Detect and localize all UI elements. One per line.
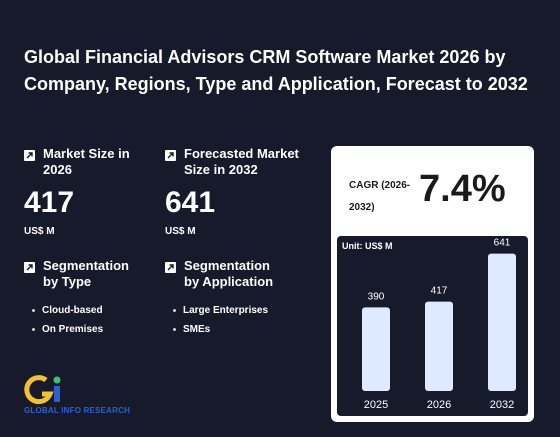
bar-2032 bbox=[488, 253, 516, 391]
market-size-stat: Market Size in 2026 417 US$ M bbox=[24, 146, 154, 237]
segmentation-application: Segmentation by Application Large Enterp… bbox=[165, 258, 315, 339]
segmentation-application-label: Segmentation by Application bbox=[184, 258, 274, 289]
page-title: Global Financial Advisors CRM Software M… bbox=[24, 47, 528, 94]
tick-label-2032: 2032 bbox=[490, 399, 514, 411]
tick-label-2026: 2026 bbox=[427, 399, 451, 411]
arrow-up-right-icon bbox=[24, 150, 35, 161]
bullet-icon bbox=[32, 309, 35, 312]
arrow-up-right-icon bbox=[24, 262, 35, 273]
data-label-2032: 641 bbox=[494, 238, 511, 249]
forecast-size-stat: Forecasted Market Size in 2032 641 US$ M bbox=[165, 146, 315, 237]
list-item: On Premises bbox=[32, 320, 154, 339]
bar-chart: 390 2025 417 2026 641 2032 bbox=[362, 238, 516, 411]
list-item: Cloud-based bbox=[32, 301, 154, 320]
tick-label-2025: 2025 bbox=[364, 399, 388, 411]
list-item: SMEs bbox=[173, 320, 315, 339]
list-item: Large Enterprises bbox=[173, 301, 315, 320]
logo-mark-icon bbox=[24, 375, 61, 405]
chart-area: Unit: US$ M 390 2025 417 2026 641 2032 bbox=[337, 236, 528, 416]
bullet-icon bbox=[173, 309, 176, 312]
cagr-value: 7.4% bbox=[419, 168, 506, 210]
cagr-label: CAGR (2026-2032) bbox=[349, 180, 411, 213]
bullet-icon bbox=[32, 328, 35, 331]
data-label-2026: 417 bbox=[431, 286, 448, 297]
forecast-size-label: Forecasted Market Size in 2032 bbox=[184, 146, 299, 177]
cagr-card: CAGR (2026-2032) 7.4% Unit: US$ M 390 202… bbox=[331, 146, 534, 422]
segmentation-type-label: Segmentation by Type bbox=[43, 258, 129, 289]
logo-text: GLOBAL INFO RESEARCH bbox=[24, 406, 131, 415]
forecast-size-unit: US$ M bbox=[165, 226, 196, 237]
market-size-value: 417 bbox=[24, 186, 75, 219]
company-logo: GLOBAL INFO RESEARCH bbox=[24, 374, 144, 424]
bar-2025 bbox=[362, 307, 390, 391]
segmentation-type: Segmentation by Type Cloud-based On Prem… bbox=[24, 258, 154, 339]
market-size-unit: US$ M bbox=[24, 226, 55, 237]
arrow-up-right-icon bbox=[165, 150, 176, 161]
forecast-size-value: 641 bbox=[165, 186, 216, 219]
bar-2026 bbox=[425, 301, 453, 391]
arrow-up-right-icon bbox=[165, 262, 176, 273]
market-size-label: Market Size in 2026 bbox=[43, 146, 130, 177]
chart-unit-label: Unit: US$ M bbox=[342, 241, 393, 251]
data-label-2025: 390 bbox=[368, 291, 385, 302]
bullet-icon bbox=[173, 328, 176, 331]
